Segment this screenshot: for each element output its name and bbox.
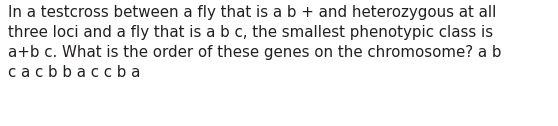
Text: In a testcross between a fly that is a b + and heterozygous at all
three loci an: In a testcross between a fly that is a b… <box>8 5 501 80</box>
